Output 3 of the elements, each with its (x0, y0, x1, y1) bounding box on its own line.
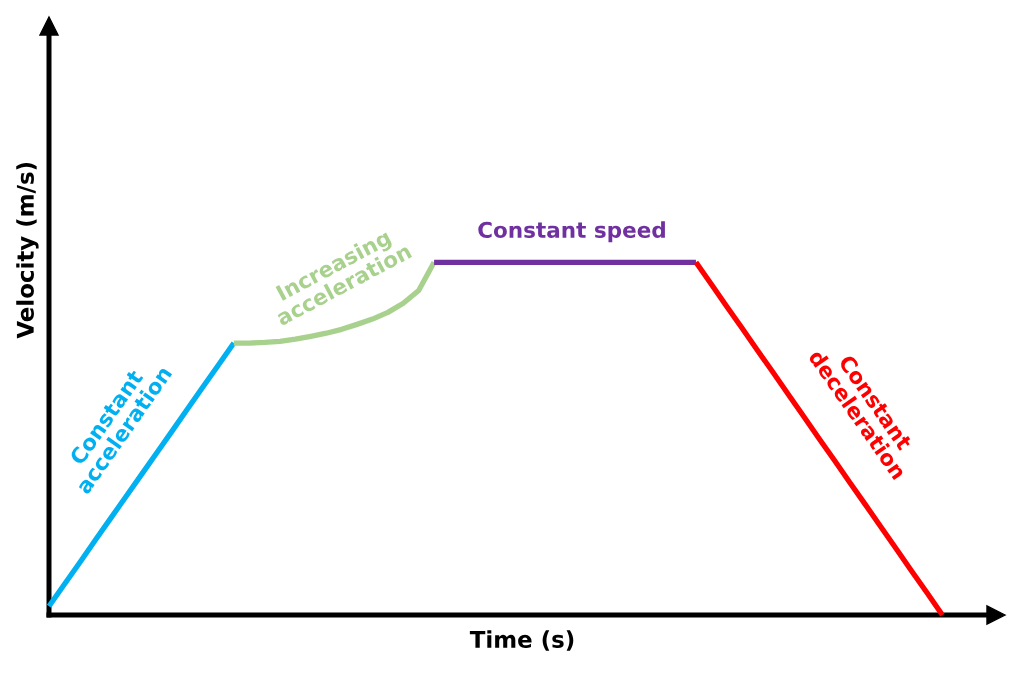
x-axis-title: Time (s) (469, 630, 574, 651)
y-axis-title: Velocity (m/s) (16, 162, 39, 339)
series-label: Constant speed (478, 221, 665, 243)
